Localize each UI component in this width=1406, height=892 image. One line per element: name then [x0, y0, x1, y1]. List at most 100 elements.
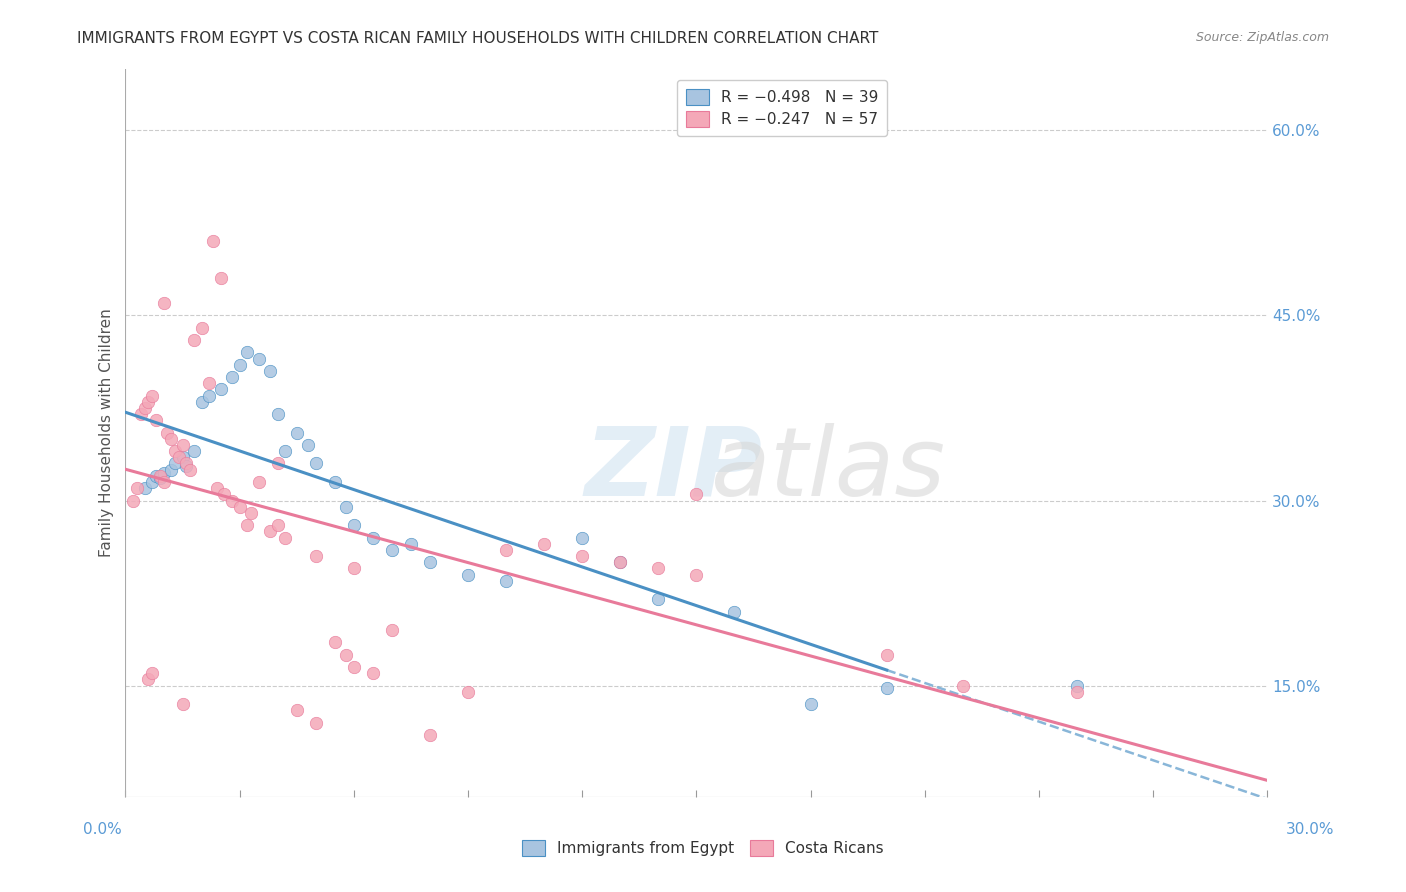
Point — [305, 457, 328, 471]
Point — [179, 463, 201, 477]
Point — [495, 574, 517, 588]
Point — [457, 685, 479, 699]
Point — [685, 487, 707, 501]
Point — [136, 673, 159, 687]
Point — [163, 457, 186, 471]
Point — [323, 475, 346, 489]
Text: IMMIGRANTS FROM EGYPT VS COSTA RICAN FAMILY HOUSEHOLDS WITH CHILDREN CORRELATION: IMMIGRANTS FROM EGYPT VS COSTA RICAN FAM… — [77, 31, 879, 46]
Point — [399, 537, 422, 551]
Point — [160, 463, 183, 477]
Point — [183, 333, 205, 347]
Point — [247, 475, 270, 489]
Point — [297, 438, 319, 452]
Point — [134, 401, 156, 415]
Point — [305, 715, 328, 730]
Legend: Immigrants from Egypt, Costa Ricans: Immigrants from Egypt, Costa Ricans — [516, 834, 890, 862]
Point — [172, 450, 194, 465]
Point — [457, 567, 479, 582]
Point — [152, 296, 174, 310]
Point — [149, 471, 172, 485]
Point — [285, 703, 308, 717]
Point — [172, 438, 194, 452]
Point — [267, 518, 290, 533]
Point — [419, 728, 441, 742]
Point — [267, 457, 290, 471]
Point — [723, 605, 745, 619]
Point — [247, 351, 270, 366]
Point — [160, 432, 183, 446]
Point — [214, 487, 236, 501]
Point — [495, 542, 517, 557]
Point — [221, 493, 243, 508]
Point — [125, 481, 148, 495]
Point — [533, 537, 555, 551]
Point — [136, 394, 159, 409]
Point — [190, 320, 212, 334]
Point — [876, 648, 898, 662]
Point — [205, 481, 228, 495]
Point — [571, 531, 593, 545]
Point — [221, 370, 243, 384]
Text: ZIP: ZIP — [585, 423, 762, 516]
Point — [152, 467, 174, 481]
Point — [228, 358, 250, 372]
Point — [419, 555, 441, 569]
Point — [190, 394, 212, 409]
Point — [141, 388, 163, 402]
Point — [145, 413, 167, 427]
Point — [274, 531, 297, 545]
Point — [361, 666, 384, 681]
Point — [209, 271, 232, 285]
Point — [343, 561, 366, 575]
Point — [156, 425, 179, 440]
Point — [609, 555, 631, 569]
Point — [134, 481, 156, 495]
Point — [571, 549, 593, 563]
Point — [685, 567, 707, 582]
Point — [381, 623, 404, 637]
Point — [176, 458, 198, 473]
Point — [285, 425, 308, 440]
Point — [876, 681, 898, 695]
Point — [236, 345, 259, 359]
Point — [209, 383, 232, 397]
Point — [343, 518, 366, 533]
Point — [259, 524, 281, 539]
Point — [172, 697, 194, 711]
Point — [335, 500, 357, 514]
Legend: R = −0.498   N = 39, R = −0.247   N = 57: R = −0.498 N = 39, R = −0.247 N = 57 — [676, 79, 887, 136]
Point — [267, 407, 290, 421]
Point — [647, 561, 669, 575]
Point — [361, 531, 384, 545]
Point — [236, 518, 259, 533]
Point — [149, 468, 172, 483]
Point — [305, 549, 328, 563]
Point — [122, 493, 145, 508]
Point — [952, 679, 974, 693]
Point — [129, 407, 152, 421]
Point — [609, 555, 631, 569]
Text: Source: ZipAtlas.com: Source: ZipAtlas.com — [1195, 31, 1329, 45]
Point — [1066, 679, 1088, 693]
Point — [800, 697, 823, 711]
Point — [381, 542, 404, 557]
Point — [183, 444, 205, 458]
Point — [335, 648, 357, 662]
Point — [163, 444, 186, 458]
Point — [152, 475, 174, 489]
Point — [145, 468, 167, 483]
Point — [259, 364, 281, 378]
Point — [141, 475, 163, 489]
Text: 0.0%: 0.0% — [83, 822, 122, 837]
Text: 30.0%: 30.0% — [1286, 822, 1334, 837]
Point — [1066, 685, 1088, 699]
Point — [343, 660, 366, 674]
Point — [228, 500, 250, 514]
Point — [198, 388, 221, 402]
Point — [323, 635, 346, 649]
Point — [647, 592, 669, 607]
Text: atlas: atlas — [710, 423, 945, 516]
Point — [274, 444, 297, 458]
Point — [176, 457, 198, 471]
Point — [141, 666, 163, 681]
